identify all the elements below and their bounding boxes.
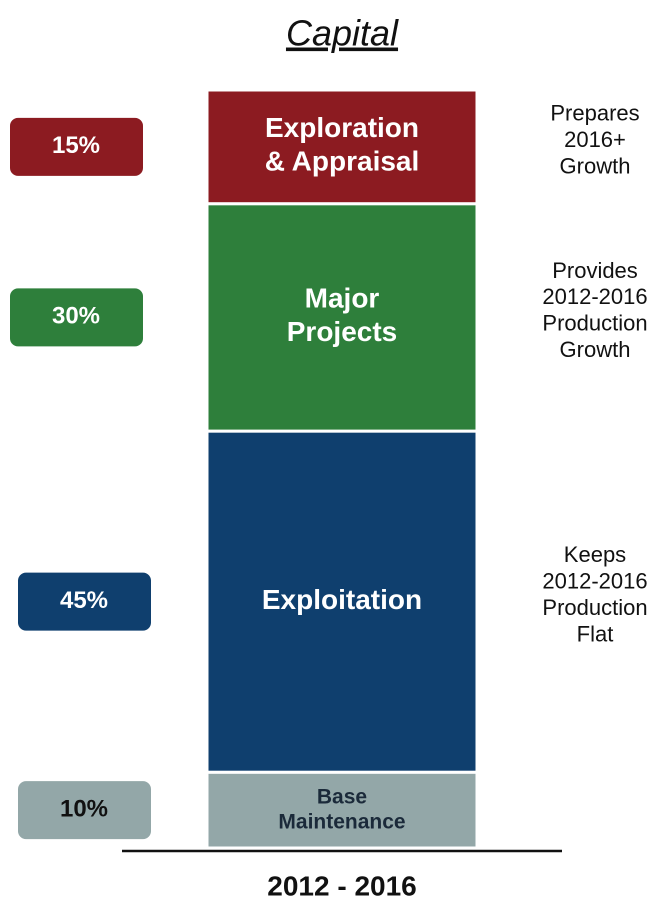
percent-label: 10% bbox=[60, 795, 108, 822]
percent-label: 45% bbox=[60, 587, 108, 614]
chart-title: Capital bbox=[286, 13, 399, 54]
percent-badge bbox=[18, 572, 151, 631]
percent-label: 15% bbox=[52, 132, 100, 159]
percent-badge bbox=[10, 288, 143, 347]
percent-badge bbox=[18, 781, 151, 840]
segment-label: Major Projects bbox=[287, 283, 398, 348]
segment-description: Provides 2012-2016 Production Growth bbox=[542, 258, 647, 362]
segment-label: Exploration & Appraisal bbox=[265, 112, 420, 177]
bar-segment bbox=[205, 429, 479, 774]
percent-badge bbox=[10, 117, 143, 176]
bar-segment bbox=[205, 770, 479, 850]
segment-label: Base Maintenance bbox=[278, 785, 405, 833]
bar-segment bbox=[205, 88, 479, 206]
segment-description: Keeps 2012-2016 Production Flat bbox=[542, 542, 647, 646]
percent-label: 30% bbox=[52, 303, 100, 330]
x-tick-label: 2012 - 2016 bbox=[267, 870, 416, 901]
segment-label: Exploitation bbox=[262, 584, 422, 615]
segment-description: Prepares 2016+ Growth bbox=[550, 100, 639, 178]
